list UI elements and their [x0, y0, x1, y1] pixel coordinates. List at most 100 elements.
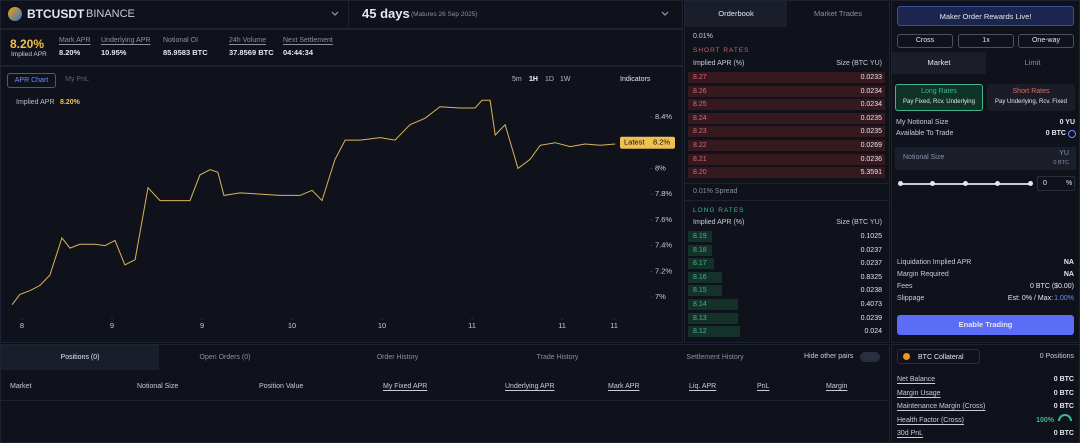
depth-bar — [688, 299, 738, 310]
line-series — [11, 99, 616, 306]
rate[interactable]: 8.17 — [693, 260, 707, 268]
rate[interactable]: 8.16 — [693, 273, 707, 281]
short-desc: Pay Underlying, Rcv. Fixed — [995, 99, 1067, 105]
health-gauge — [1058, 414, 1072, 421]
maturity[interactable]: 45 days — [362, 6, 410, 21]
indicators[interactable]: Indicators — [620, 76, 651, 83]
rate[interactable]: 8.19 — [693, 233, 707, 240]
legend-label: Implied APR — [16, 99, 55, 106]
mode-button[interactable]: Cross — [897, 34, 953, 48]
order-tab[interactable]: Limit — [1024, 58, 1041, 67]
size: 0.0235 — [860, 114, 882, 122]
mode-button[interactable]: 1x — [958, 34, 1014, 48]
rate[interactable]: 8.15 — [693, 287, 707, 295]
stat-label: Notional OI — [163, 37, 199, 44]
positions-tab[interactable]: Positions (0) — [60, 354, 100, 361]
mode-button[interactable]: One-way — [1018, 34, 1074, 48]
depth-bar — [688, 126, 885, 138]
latest-value: 8.2% — [653, 138, 670, 147]
rewards-banner[interactable]: Maker Order Rewards Live! — [897, 6, 1074, 26]
positions-tab[interactable]: Settlement History — [686, 354, 744, 361]
slider-dot[interactable] — [963, 181, 968, 186]
stat-value: 04:44:34 — [283, 48, 314, 57]
toggle[interactable] — [860, 352, 880, 362]
slider-dot[interactable] — [995, 181, 1000, 186]
input-label: Notional Size — [903, 154, 945, 161]
info-icon[interactable] — [1068, 130, 1076, 138]
x-tick-label: 11 — [610, 321, 618, 330]
account-label: Net Balance — [897, 376, 936, 383]
rate[interactable]: 8.25 — [693, 101, 707, 109]
rate[interactable]: 8.22 — [693, 142, 707, 149]
rate[interactable]: 8.12 — [693, 328, 707, 336]
info-value: NA — [1063, 259, 1074, 266]
tick-size[interactable]: 0.01% — [693, 33, 713, 40]
input-box[interactable] — [895, 147, 1076, 170]
column-header[interactable]: My Fixed APR — [383, 383, 428, 390]
rate[interactable]: 8.18 — [693, 246, 707, 254]
tab-bg — [1, 345, 159, 370]
column-header: Size (BTC YU) — [836, 60, 882, 67]
column-header[interactable]: Market — [10, 383, 32, 390]
long-title: LONG RATES — [693, 207, 745, 214]
positions-tab[interactable]: Open Orders (0) — [199, 354, 251, 361]
chart-tab[interactable]: My PnL — [65, 76, 89, 83]
short-box[interactable] — [987, 84, 1075, 111]
chart-tab[interactable]: APR Chart — [7, 73, 56, 88]
depth-bar — [688, 244, 712, 256]
implied-apr-label: Implied APR — [11, 51, 47, 58]
positions-tab[interactable]: Order History — [376, 354, 419, 361]
rate[interactable]: 8.14 — [693, 301, 707, 308]
x-tick-label: 11 — [468, 321, 476, 330]
depth-bar — [688, 153, 885, 165]
size: 0.0234 — [860, 87, 882, 95]
column-header[interactable]: Underlying APR — [505, 383, 555, 390]
timeframe[interactable]: 5m — [512, 76, 522, 83]
enable-button[interactable]: Enable Trading — [897, 315, 1074, 335]
column-header[interactable]: Notional Size — [137, 383, 179, 390]
positions-tab[interactable]: Trade History — [536, 354, 579, 361]
orderbook-tab[interactable]: Orderbook — [685, 1, 787, 27]
depth-bar — [688, 326, 740, 338]
account-label: 30d PnL — [897, 430, 924, 437]
column-header[interactable]: Margin — [826, 383, 848, 390]
rate[interactable]: 8.27 — [693, 74, 707, 81]
column-header[interactable]: Mark APR — [608, 383, 640, 390]
column-header[interactable]: Position Value — [259, 383, 304, 390]
order-tab[interactable]: Market — [892, 52, 986, 74]
x-tick-label: 11 — [558, 321, 566, 330]
slider-dot[interactable] — [1028, 181, 1033, 186]
rate[interactable]: 8.24 — [693, 114, 707, 122]
info-value: NA — [1063, 271, 1074, 278]
stats-panel — [0, 29, 683, 66]
slider-unit: % — [1066, 180, 1073, 187]
rate[interactable]: 8.20 — [693, 169, 707, 177]
slider-dot[interactable] — [930, 181, 935, 186]
stat-label: Next Settlement — [283, 37, 333, 44]
size: 0.1025 — [860, 233, 882, 240]
rate[interactable]: 8.23 — [693, 128, 707, 136]
y-tick-label: 7.4% — [655, 241, 672, 250]
timeframe[interactable]: 1W — [560, 76, 571, 83]
slider-input[interactable] — [1037, 176, 1075, 191]
dropdown-icon[interactable] — [660, 9, 670, 19]
long-box[interactable] — [895, 84, 983, 111]
rate[interactable]: 8.26 — [693, 87, 707, 95]
legend-value: 8.20% — [60, 99, 80, 106]
x-tick-label: 9 — [110, 321, 114, 330]
column-header[interactable]: Liq. APR — [689, 383, 717, 390]
slider-dot[interactable] — [898, 181, 903, 186]
orderbook-tab[interactable]: Market Trades — [814, 9, 862, 18]
dropdown-icon[interactable] — [330, 9, 340, 19]
account-value: 0 BTC — [1053, 389, 1074, 397]
rate[interactable]: 8.21 — [693, 155, 707, 163]
timeframe[interactable]: 1D — [545, 76, 554, 83]
y-tick-label: 8.4% — [655, 112, 672, 121]
timeframe[interactable]: 1H — [529, 76, 538, 83]
column-header[interactable]: PnL — [757, 383, 770, 390]
rate[interactable]: 8.13 — [693, 314, 707, 322]
collateral-select[interactable]: BTC Collateral — [897, 349, 980, 364]
input-sub: 0 BTC — [1053, 160, 1069, 166]
x-tick-label: 9 — [200, 321, 204, 330]
